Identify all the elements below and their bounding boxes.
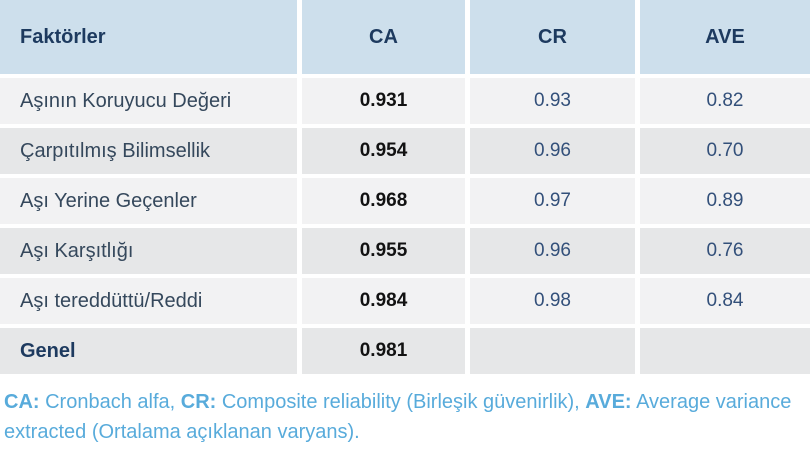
header-cell-ca: CA — [302, 0, 465, 74]
ave-value-cell: 0.76 — [640, 228, 810, 274]
footnote-ca-abbr: CA: — [4, 391, 40, 413]
cr-value-cell-empty — [470, 328, 635, 374]
ave-value-cell: 0.70 — [640, 128, 810, 174]
footnote-ave-abbr: AVE: — [585, 391, 632, 413]
cr-value-cell: 0.93 — [470, 78, 635, 124]
factor-name-cell: Aşının Koruyucu Değeri — [0, 78, 297, 124]
footnote-cr-text: Composite reliability (Birleşik güvenirl… — [216, 391, 586, 413]
factor-name-cell: Aşı Yerine Geçenler — [0, 178, 297, 224]
footnote-ave-text: Average variance extracted (Ortalama açı… — [4, 391, 792, 443]
ca-value-cell: 0.968 — [302, 178, 465, 224]
cr-value-cell: 0.97 — [470, 178, 635, 224]
ave-value-cell: 0.82 — [640, 78, 810, 124]
ave-value-cell: 0.84 — [640, 278, 810, 324]
ave-value-cell: 0.89 — [640, 178, 810, 224]
cr-value-cell: 0.96 — [470, 228, 635, 274]
header-cell-cr: CR — [470, 0, 635, 74]
cr-value-cell: 0.98 — [470, 278, 635, 324]
factor-name-cell-genel: Genel — [0, 328, 297, 374]
factor-name-cell: Aşı Karşıtlığı — [0, 228, 297, 274]
cr-value-cell: 0.96 — [470, 128, 635, 174]
ca-value-cell: 0.984 — [302, 278, 465, 324]
header-cell-ave: AVE — [640, 0, 810, 74]
ave-value-cell-empty — [640, 328, 810, 374]
footnote-ca-text: Cronbach alfa, — [39, 391, 181, 413]
reliability-table: Faktörler CA CR AVE Aşının Koruyucu Değe… — [0, 0, 810, 374]
header-cell-factors: Faktörler — [0, 0, 297, 74]
factor-name-cell: Aşı tereddüttü/Reddi — [0, 278, 297, 324]
ca-value-cell: 0.931 — [302, 78, 465, 124]
ca-value-cell: 0.954 — [302, 128, 465, 174]
factor-name-cell: Çarpıtılmış Bilimsellik — [0, 128, 297, 174]
table-footnote: CA: Cronbach alfa, CR: Composite reliabi… — [0, 387, 794, 447]
footnote-cr-abbr: CR: — [180, 391, 217, 413]
ca-value-cell: 0.955 — [302, 228, 465, 274]
ca-value-cell: 0.981 — [302, 328, 465, 374]
